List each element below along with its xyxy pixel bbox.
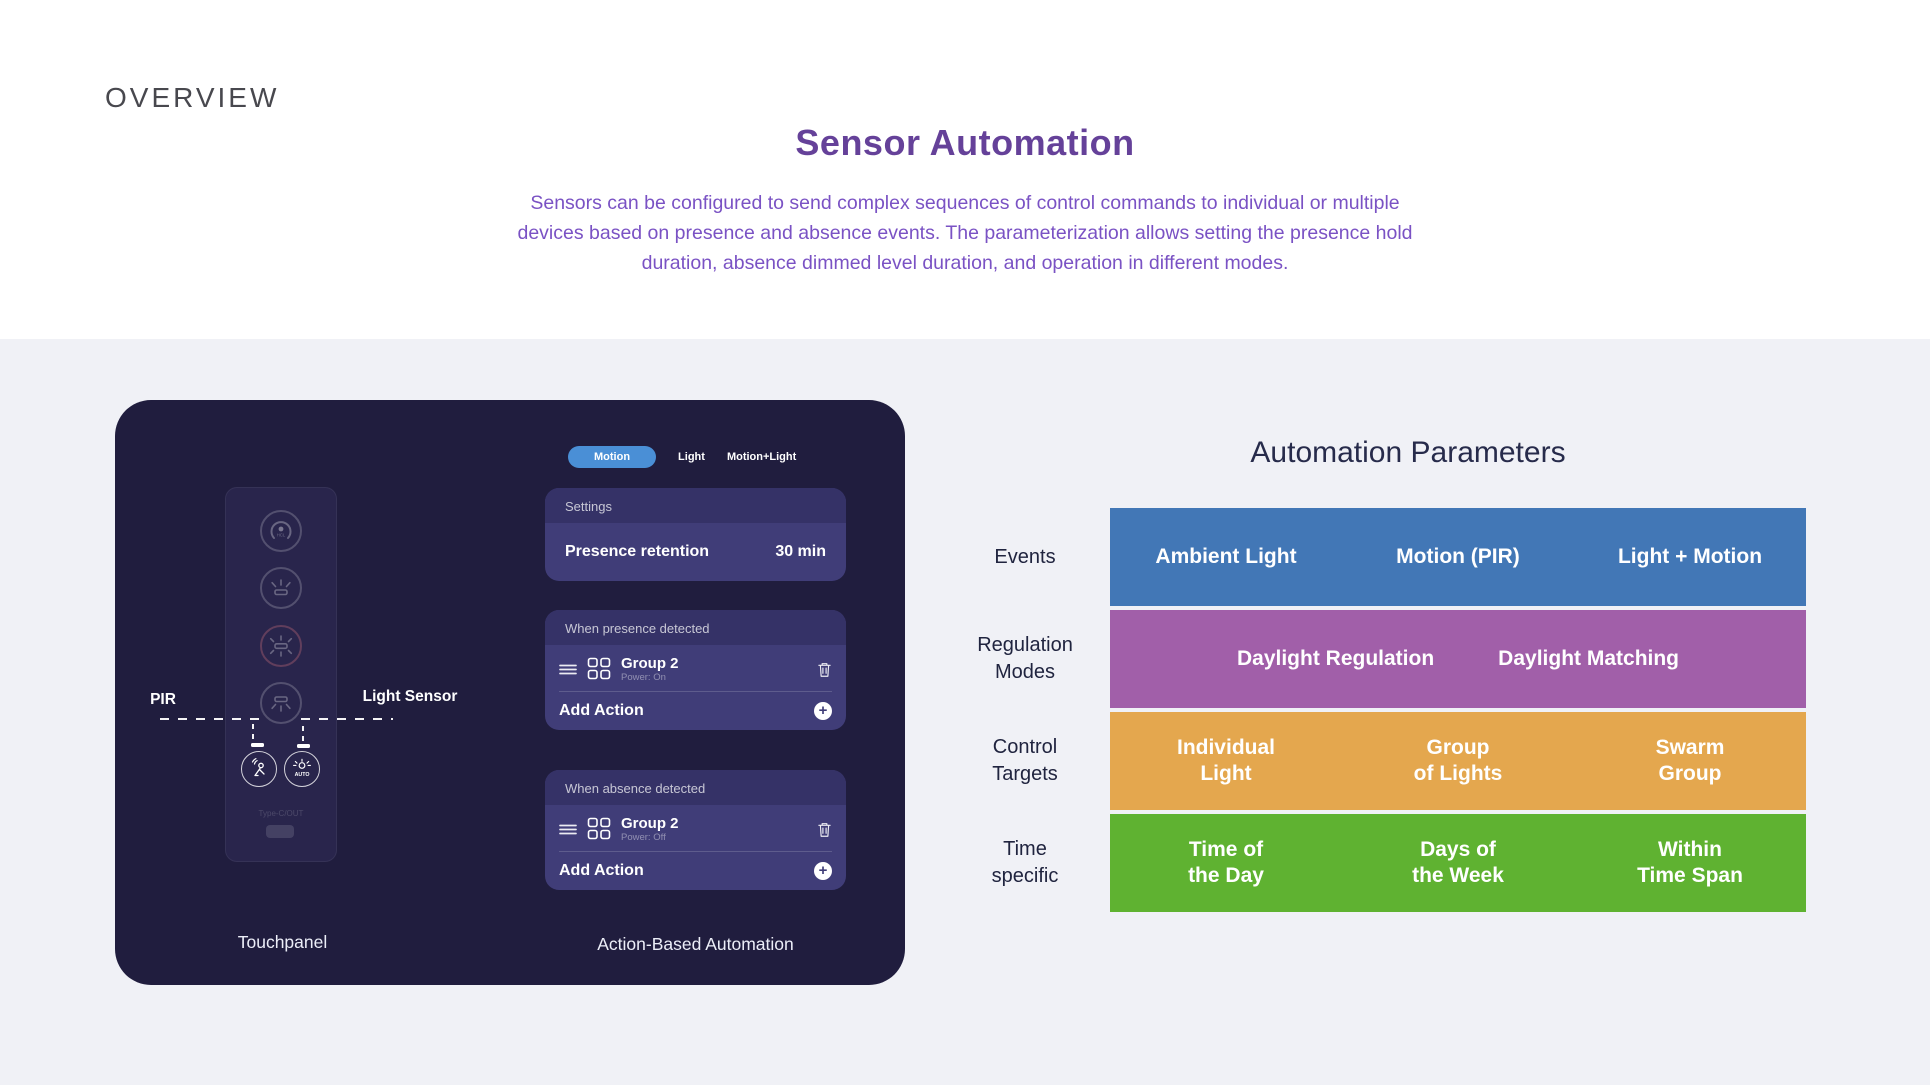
action-target-name: Group 2: [621, 815, 679, 832]
group-grid-icon: [587, 657, 611, 680]
presence-retention-row[interactable]: Presence retention 30 min: [545, 523, 846, 581]
action-target-status: Power: On: [621, 672, 666, 683]
add-action-label: Add Action: [559, 862, 644, 879]
plus-icon[interactable]: +: [814, 862, 832, 880]
device-showcase-panel: HCL: [115, 400, 905, 985]
light-sensor-marker-bar: [297, 744, 310, 748]
add-action-label: Add Action: [559, 702, 644, 719]
plus-icon[interactable]: +: [814, 702, 832, 720]
absence-add-action-row[interactable]: Add Action +: [545, 852, 846, 890]
card-divider: [559, 691, 832, 692]
parameter-bar: Time of the Day Days of the Week Within Time …: [1110, 814, 1806, 912]
trash-icon[interactable]: [817, 821, 832, 838]
group-grid-icon: [587, 817, 611, 840]
parameters-title: Automation Parameters: [1250, 436, 1566, 469]
brightness-up-button[interactable]: [260, 567, 302, 609]
parameter-bar: Individual Light Group of Lights Swarm Group: [1110, 712, 1806, 810]
motion-sensor-icon: [251, 758, 265, 777]
page-title: Sensor Automation: [795, 122, 1135, 163]
brightness-high-icon: [269, 635, 293, 657]
description-line: duration, absence dimmed level duration,…: [641, 252, 1289, 274]
light-sensor-callout-drop: [302, 726, 304, 742]
parameter-item: Swarm Group: [1655, 736, 1725, 785]
parameter-bar: Ambient Light Motion (PIR) Light + Motion: [1110, 508, 1806, 606]
absence-card-header: When absence detected: [545, 770, 846, 805]
presence-card-header: When presence detected: [545, 610, 846, 645]
parameter-item: Daylight Matching: [1498, 647, 1680, 670]
description-line: devices based on presence and absence ev…: [517, 222, 1413, 244]
hcl-dial-button[interactable]: HCL: [260, 510, 302, 552]
svg-text:HCL: HCL: [277, 533, 286, 538]
tab-light[interactable]: Light: [678, 451, 705, 463]
drag-handle-icon[interactable]: [559, 824, 577, 835]
overview-label: OVERVIEW: [105, 82, 280, 113]
card-divider: [559, 851, 832, 852]
usb-c-port: [266, 825, 294, 838]
parameter-bar: Daylight Regulation Daylight Matching: [1110, 610, 1806, 708]
description-line: Sensors can be configured to send comple…: [530, 192, 1400, 214]
parameter-row-label: Control Targets: [992, 736, 1058, 785]
sensor-mode-tabs: Motion Light Motion+Light: [568, 446, 796, 468]
auto-mode-button[interactable]: AUTO: [284, 751, 320, 787]
pir-callout-drop: [252, 724, 254, 740]
presence-retention-value[interactable]: 30 min: [775, 543, 826, 560]
parameter-row: Regulation Modes Daylight Regulation Daylig…: [940, 610, 1806, 708]
action-target-name: Group 2: [621, 655, 679, 672]
pir-marker-bar: [251, 743, 264, 747]
light-sensor-annotation-label: Light Sensor: [362, 688, 458, 705]
parameter-item: Individual Light: [1176, 736, 1275, 785]
settings-card-header: Settings: [545, 488, 846, 523]
trash-icon[interactable]: [817, 661, 832, 678]
parameter-row-label: Regulation Modes: [977, 634, 1073, 683]
parameter-item: Motion (PIR): [1396, 545, 1520, 568]
tab-motion-light[interactable]: Motion+Light: [726, 451, 797, 463]
presence-retention-label: Presence retention: [565, 543, 710, 560]
touchpanel-device: HCL: [225, 487, 337, 862]
parameter-item: Time of the Day: [1188, 838, 1264, 887]
brightness-high-button[interactable]: [260, 625, 302, 667]
pir-sensor-button[interactable]: [241, 751, 277, 787]
touchpanel-caption: Touchpanel: [237, 932, 328, 952]
parameter-item: Daylight Regulation: [1236, 647, 1435, 670]
settings-card: Settings Presence retention 30 min: [545, 488, 846, 581]
tab-motion[interactable]: Motion: [568, 446, 657, 468]
brightness-down-button[interactable]: [260, 682, 302, 724]
port-label: Type-C/OUT: [258, 809, 304, 818]
parameter-row: Control Targets Individual Light Group of Lig…: [940, 712, 1806, 810]
presence-action-row[interactable]: Group 2 Power: On: [545, 645, 846, 691]
parameter-row: Time specific Time of the Day Days of the Wee…: [940, 814, 1806, 912]
page-description: Sensors can be configured to send comple…: [0, 188, 1930, 278]
brightness-up-icon: [271, 579, 291, 596]
absence-actions-card: When absence detected Group 2 Power: Off: [545, 770, 846, 890]
presence-actions-card: When presence detected Group 2 Power: On: [545, 610, 846, 730]
parameter-item: Within Time Span: [1637, 838, 1743, 887]
action-target-status: Power: Off: [621, 832, 666, 843]
action-target: Group 2 Power: Off: [621, 815, 679, 843]
auto-daylight-icon: AUTO: [293, 758, 311, 778]
svg-text:AUTO: AUTO: [295, 772, 310, 778]
presence-add-action-row[interactable]: Add Action +: [545, 692, 846, 730]
parameter-item: Group of Lights: [1413, 736, 1503, 785]
drag-handle-icon[interactable]: [559, 664, 577, 675]
light-sensor-callout-line: [301, 718, 393, 720]
automation-caption: Action-Based Automation: [597, 934, 794, 954]
parameter-item: Ambient Light: [1155, 545, 1297, 568]
pir-callout-line: [160, 718, 259, 720]
parameter-row: Events Ambient Light Motion (PIR) Light + M…: [940, 508, 1806, 606]
parameter-item: Light + Motion: [1617, 545, 1763, 568]
parameters-table: Events Ambient Light Motion (PIR) Light + M…: [940, 508, 1806, 916]
action-target: Group 2 Power: On: [621, 655, 679, 683]
absence-action-row[interactable]: Group 2 Power: Off: [545, 805, 846, 851]
parameter-item: Days of the Week: [1412, 838, 1504, 887]
parameter-row-label: Events: [994, 545, 1056, 568]
parameter-row-label: Time specific: [991, 838, 1059, 887]
brightness-down-icon: [271, 696, 291, 712]
pir-annotation-label: PIR: [150, 691, 176, 708]
hcl-dial-icon: HCL: [270, 521, 292, 539]
